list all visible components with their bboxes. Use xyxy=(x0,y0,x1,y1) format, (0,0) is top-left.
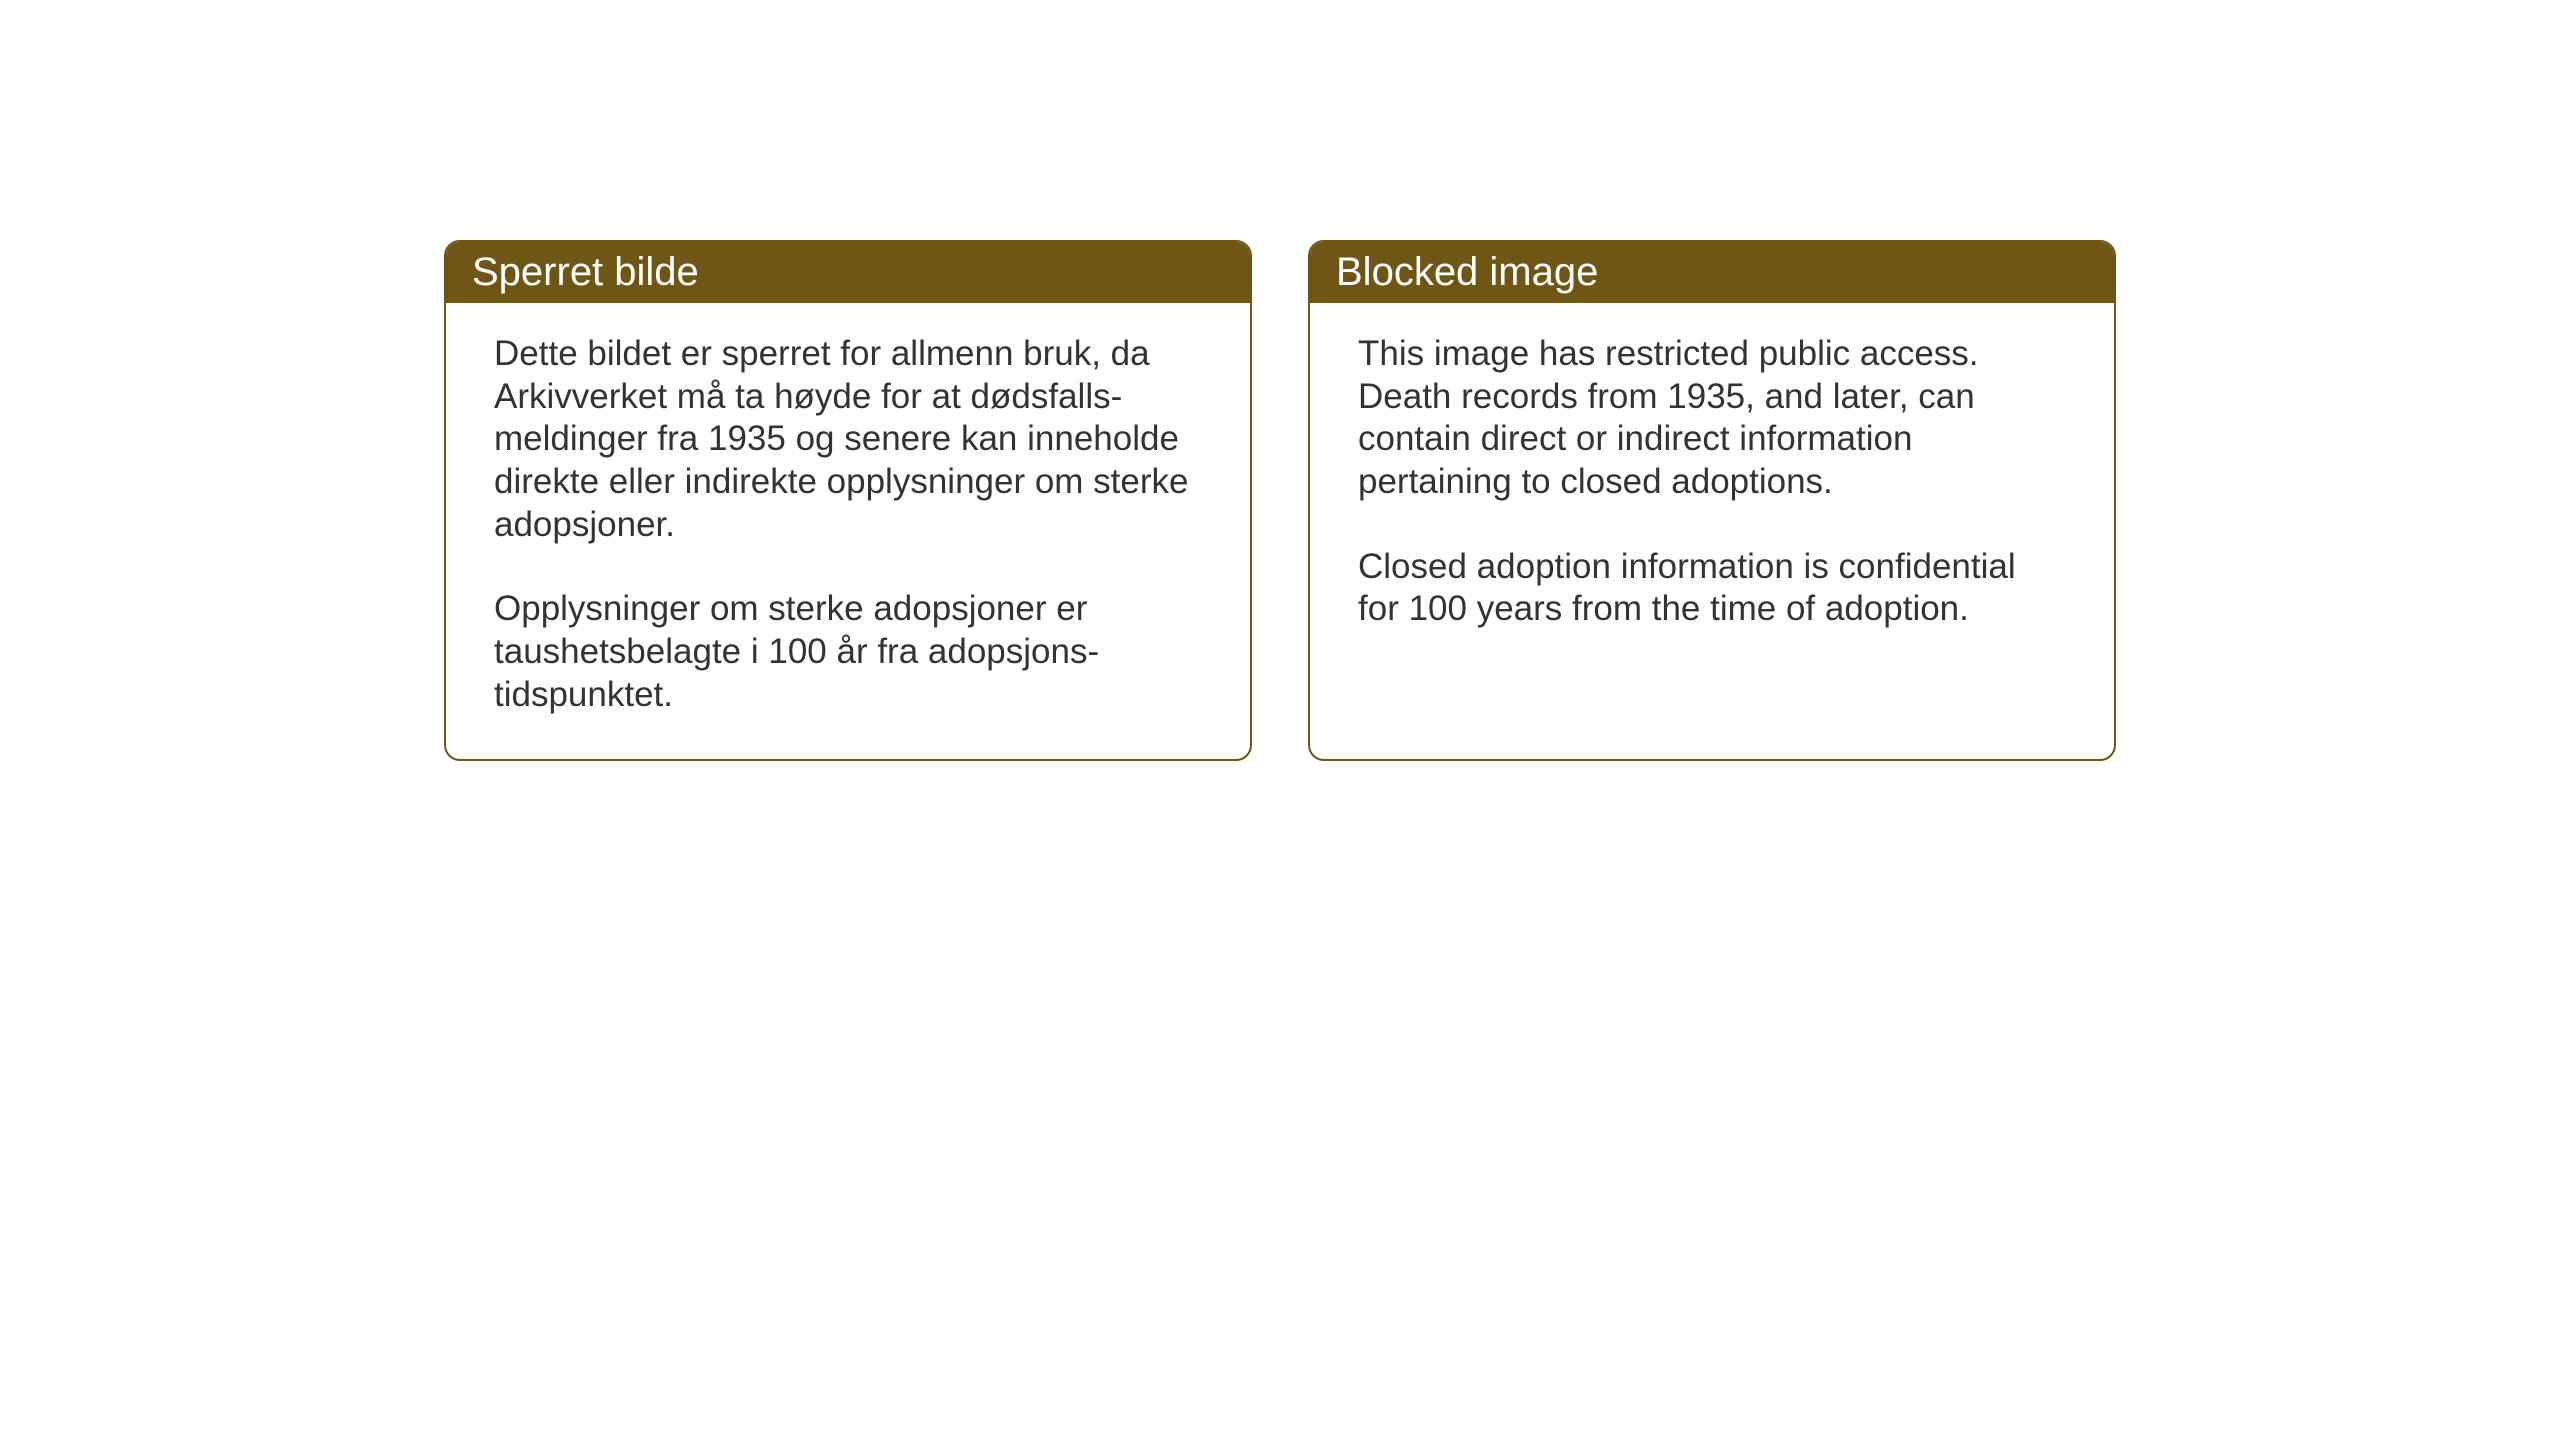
notice-paragraph-1-norwegian: Dette bildet er sperret for allmenn bruk… xyxy=(494,333,1202,546)
notice-card-norwegian: Sperret bilde Dette bildet er sperret fo… xyxy=(444,240,1252,761)
notice-title-norwegian: Sperret bilde xyxy=(472,250,699,294)
notice-container: Sperret bilde Dette bildet er sperret fo… xyxy=(444,240,2116,761)
notice-title-english: Blocked image xyxy=(1336,250,1598,294)
notice-header-norwegian: Sperret bilde xyxy=(446,242,1250,303)
notice-body-english: This image has restricted public access.… xyxy=(1310,303,2114,673)
notice-card-english: Blocked image This image has restricted … xyxy=(1308,240,2116,761)
notice-body-norwegian: Dette bildet er sperret for allmenn bruk… xyxy=(446,303,1250,759)
notice-header-english: Blocked image xyxy=(1310,242,2114,303)
notice-paragraph-1-english: This image has restricted public access.… xyxy=(1358,333,2066,504)
notice-paragraph-2-norwegian: Opplysninger om sterke adopsjoner er tau… xyxy=(494,588,1202,716)
notice-paragraph-2-english: Closed adoption information is confident… xyxy=(1358,546,2066,631)
